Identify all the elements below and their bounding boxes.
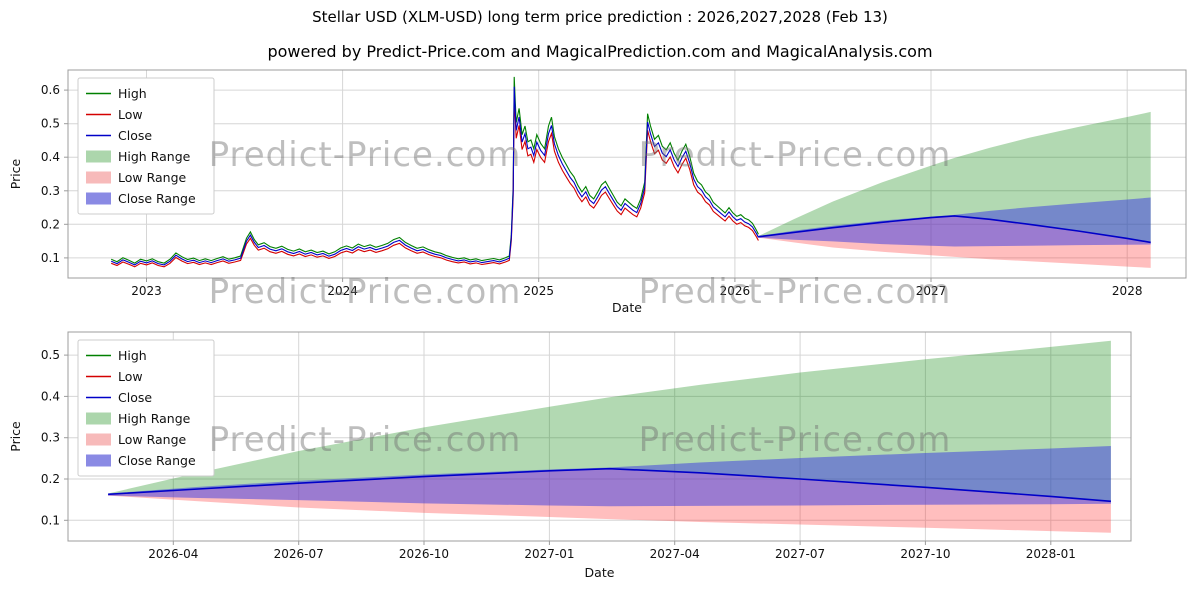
legend-label: Low — [118, 107, 143, 122]
legend-patch-swatch — [86, 150, 111, 163]
legend-label: Low Range — [118, 170, 187, 185]
legend-label: High Range — [118, 149, 191, 164]
legend-label: High — [118, 86, 147, 101]
legend-box — [77, 77, 215, 215]
history-low-line — [111, 96, 759, 268]
legend-patch-swatch — [86, 454, 111, 467]
x-tick-label: 2026-07 — [274, 547, 324, 561]
legend-patch-swatch — [86, 433, 111, 446]
close-range-band — [108, 446, 1111, 507]
y-tick-label: 0.1 — [41, 513, 60, 527]
legend-label: Low — [118, 369, 143, 384]
legend-patch-swatch — [86, 171, 111, 184]
forecast-close-line — [108, 467, 1111, 503]
legend-label: High Range — [118, 411, 191, 426]
page-title: Stellar USD (XLM-USD) long term price pr… — [312, 8, 888, 26]
legend-patch-swatch — [86, 412, 111, 425]
x-tick-label: 2027-01 — [524, 547, 574, 561]
legend-label: Close Range — [118, 191, 196, 206]
legend-label: High — [118, 348, 147, 363]
legend-box — [77, 339, 215, 477]
y-tick-label: 0.4 — [41, 150, 60, 164]
x-tick-label: 2028-01 — [1026, 547, 1076, 561]
x-tick-label: 2027-10 — [900, 547, 950, 561]
x-tick-label: 2025 — [523, 284, 554, 298]
y-tick-label: 0.3 — [41, 184, 60, 198]
forecast-close-line — [758, 215, 1151, 244]
legend-label: Close — [118, 128, 152, 143]
history-close-line — [110, 86, 759, 266]
x-tick-label: 2026-04 — [148, 547, 198, 561]
x-axis-label: Date — [612, 300, 642, 315]
y-tick-label: 0.4 — [41, 389, 60, 403]
legend-label: Close — [118, 390, 152, 405]
y-tick-label: 0.2 — [41, 217, 60, 231]
legend-label: Low Range — [118, 432, 187, 447]
y-tick-label: 0.3 — [41, 431, 60, 445]
page-subtitle: powered by Predict-Price.com and Magical… — [267, 42, 933, 61]
x-tick-label: 2026 — [720, 284, 751, 298]
legend-patch-swatch — [86, 192, 111, 205]
x-tick-label: 2024 — [327, 284, 358, 298]
plot-border — [67, 331, 1132, 542]
x-tick-label: 2027-07 — [775, 547, 825, 561]
plot-border — [67, 69, 1187, 279]
chart-main: 2023 2024 2025 2026 2027 2028 0.1 0.2 0.3 0.4 0.5 0… — [8, 69, 1187, 315]
y-axis-label: Price — [8, 158, 23, 189]
y-tick-label: 0.5 — [41, 348, 60, 362]
x-tick-label: 2027 — [916, 284, 947, 298]
y-tick-label: 0.5 — [41, 117, 60, 131]
x-tick-label: 2027-04 — [650, 547, 700, 561]
legend-label: Close Range — [118, 453, 196, 468]
x-tick-label: 2023 — [131, 284, 162, 298]
x-tick-label: 2028 — [1112, 284, 1143, 298]
y-tick-label: 0.1 — [41, 251, 60, 265]
chart-forecast-zoom: 2026-04 2026-07 2026-10 2027-01 2027-04 2027-… — [8, 331, 1132, 580]
y-tick-label: 0.2 — [41, 472, 60, 486]
close-range-band — [758, 197, 1151, 247]
x-tick-label: 2026-10 — [399, 547, 449, 561]
x-axis-label: Date — [585, 565, 615, 580]
y-axis-label: Price — [8, 421, 23, 452]
y-tick-label: 0.6 — [41, 83, 60, 97]
